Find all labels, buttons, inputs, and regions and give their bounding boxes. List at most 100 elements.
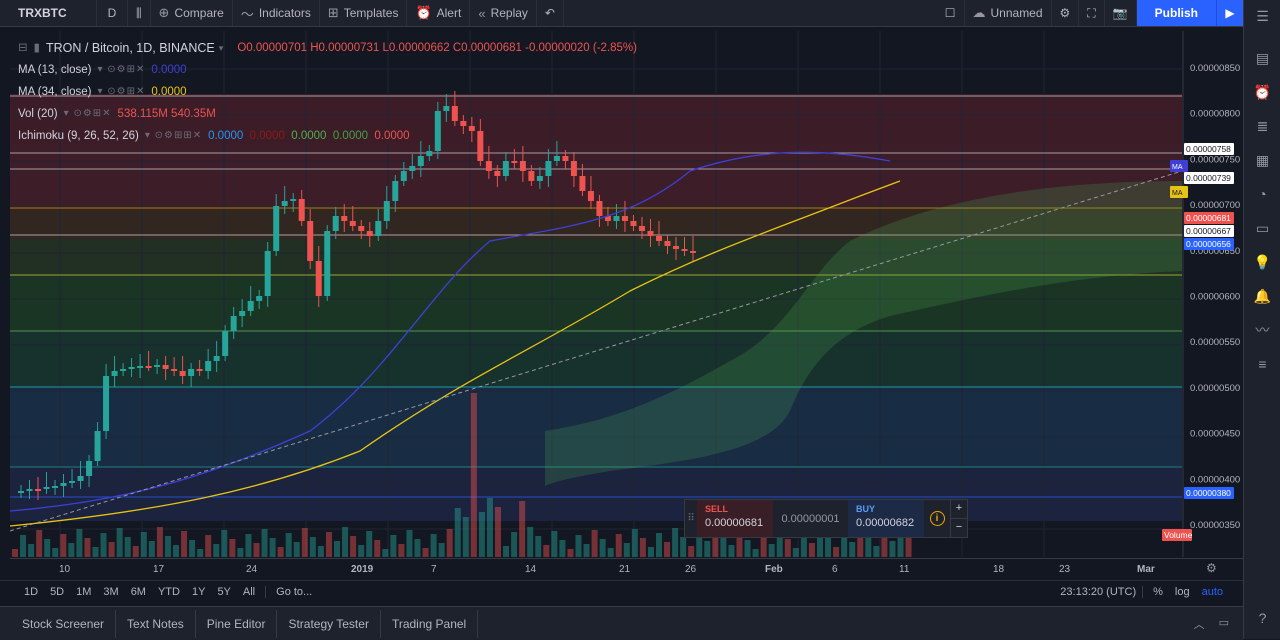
goto-button[interactable]: Go to... <box>265 586 318 598</box>
range-button[interactable]: 1M <box>76 586 92 598</box>
volume-bar <box>92 547 99 557</box>
range-button[interactable]: 3M <box>103 586 119 598</box>
calendar-button[interactable]: ▦ <box>1244 146 1280 174</box>
indicator-controls[interactable]: ▾ ⊙⚙⊞✕ <box>63 108 112 119</box>
settings-button[interactable]: ⚙ <box>1052 0 1080 26</box>
help-button[interactable]: ? <box>1244 604 1280 632</box>
range-button[interactable]: All <box>242 586 256 598</box>
chart-style-button[interactable]: ⫼ <box>128 0 151 26</box>
candle <box>511 161 518 163</box>
candle <box>494 171 501 176</box>
bottom-tab[interactable]: Trading Panel <box>381 609 479 638</box>
bottom-tab[interactable]: Stock Screener <box>11 609 117 638</box>
volume-bar <box>728 545 735 557</box>
sell-button[interactable]: SELL 0.00000681 <box>697 500 773 537</box>
candle <box>137 366 144 368</box>
candle <box>545 161 552 176</box>
fullscreen-button[interactable]: ⛶ <box>1079 0 1105 26</box>
data-window-button[interactable]: ≣ <box>1244 112 1280 140</box>
layout-name[interactable]: ☁ Unnamed <box>965 0 1052 26</box>
notifications-button[interactable]: 🔔 <box>1244 282 1280 310</box>
candle <box>103 376 110 431</box>
chevron-up-icon[interactable]: ︿ <box>1193 618 1205 631</box>
volume-legend-row[interactable]: Vol (20) ▾ ⊙⚙⊞✕ 538.115M 540.35M <box>18 103 637 125</box>
candle <box>562 156 569 161</box>
candle <box>315 261 322 296</box>
candle <box>426 151 433 156</box>
ichimoku-legend-row[interactable]: Ichimoku (9, 26, 52, 26) ▾ ⊙⚙⊞⊞✕ 0.0000 … <box>18 125 637 147</box>
buy-button[interactable]: BUY 0.00000682 <box>848 500 924 537</box>
trend-line <box>10 170 1183 532</box>
candle <box>536 176 543 181</box>
indicator-controls[interactable]: ▾ ⊙⚙⊞⊞✕ <box>144 130 203 141</box>
hotlist-button[interactable]: ◔ <box>1244 180 1280 208</box>
auto-toggle[interactable]: auto <box>1201 586 1223 598</box>
menu-button[interactable]: ☰ <box>1244 2 1280 30</box>
publish-button[interactable]: Publish <box>1136 0 1216 26</box>
volume-bar <box>841 533 848 557</box>
candle <box>417 156 424 166</box>
decrease-qty-button[interactable]: − <box>955 521 963 533</box>
candle <box>443 106 450 111</box>
templates-button[interactable]: ⊞ Templates <box>320 0 408 26</box>
orderbook-button[interactable]: ≡ <box>1244 350 1280 378</box>
range-button[interactable]: 6M <box>130 586 146 598</box>
svg-text:MA: MA <box>1172 190 1183 197</box>
snapshot-button[interactable]: 📷 <box>1105 0 1137 26</box>
range-button[interactable]: 5Y <box>217 586 231 598</box>
drag-handle-icon[interactable]: ⠿ <box>687 513 695 524</box>
watchlist-button[interactable]: ▤ <box>1244 44 1280 72</box>
compare-button[interactable]: ⊕ Compare <box>151 0 233 26</box>
volume-bar <box>438 543 445 557</box>
increase-qty-button[interactable]: + <box>951 500 967 519</box>
bottom-tab[interactable]: Pine Editor <box>196 609 278 638</box>
publish-options-button[interactable]: ▶ <box>1216 0 1243 26</box>
resolution-button[interactable]: D <box>97 0 128 26</box>
bottom-tab[interactable]: Strategy Tester <box>277 609 381 638</box>
collapse-icon[interactable]: ⊟ <box>18 42 28 54</box>
range-button[interactable]: 1Y <box>191 586 206 598</box>
candle <box>655 236 662 241</box>
alerts-panel-button[interactable]: ⏰ <box>1244 78 1280 106</box>
chat-button[interactable]: ▭ <box>1244 214 1280 242</box>
chevron-down-icon[interactable]: ▾ <box>218 43 224 53</box>
price-chart[interactable]: 0.00000850 0.00000800 0.00000750 0.00000700… <box>10 31 1243 557</box>
volume-bar <box>800 534 807 557</box>
alert-button[interactable]: ⏰ Alert <box>407 0 471 26</box>
calendar-icon: ▦ <box>1255 151 1270 168</box>
range-button[interactable]: 1D <box>24 586 39 598</box>
ideas-button[interactable]: 💡 <box>1244 248 1280 276</box>
volume-bar <box>551 531 558 557</box>
log-toggle[interactable]: log <box>1174 586 1190 598</box>
indicators-button[interactable]: 〜 Indicators <box>233 0 320 26</box>
ma34-legend-row[interactable]: MA (34, close) ▾ ⊙⚙⊞✕ 0.0000 <box>18 81 637 103</box>
zone-band <box>10 239 1182 276</box>
candle <box>120 369 127 371</box>
utc-clock[interactable]: 23:13:20 (UTC) <box>1060 586 1137 598</box>
ma13-line <box>10 151 891 512</box>
streams-button[interactable]: 〰 <box>1244 316 1280 344</box>
volume-bar <box>543 545 550 557</box>
range-button[interactable]: YTD <box>157 586 180 598</box>
volume-bar <box>140 532 147 557</box>
time-axis[interactable]: 10 17 24 2019 7 14 21 26 Feb 6 11 18 23 Mar ⚙ <box>10 558 1243 579</box>
price-label: 0.00000380 <box>1184 487 1234 499</box>
info-button[interactable]: i <box>924 500 950 537</box>
volume-bar <box>245 534 252 557</box>
ma13-legend-row[interactable]: MA (13, close) ▾ ⊙⚙⊞✕ 0.0000 <box>18 59 637 81</box>
volume-bar <box>583 544 590 557</box>
symbol-search[interactable]: TRXBTC <box>0 0 97 26</box>
indicator-controls[interactable]: ▾ ⊙⚙⊞✕ <box>97 64 146 75</box>
rewind-icon: « <box>478 5 486 21</box>
replay-button[interactable]: « Replay <box>470 0 537 26</box>
percent-toggle[interactable]: % <box>1142 586 1169 598</box>
range-button[interactable]: 5D <box>50 586 65 598</box>
undo-button[interactable]: ↶ <box>537 0 564 26</box>
volume-bar <box>366 531 373 557</box>
candle <box>400 171 407 181</box>
fullscreen-layout-toggle[interactable]: ☐ <box>937 0 965 26</box>
maximize-icon[interactable]: ▭ <box>1218 616 1229 629</box>
indicator-controls[interactable]: ▾ ⊙⚙⊞✕ <box>97 86 146 97</box>
spread-value: 0.00000001 <box>781 512 840 525</box>
bottom-tab[interactable]: Text Notes <box>116 609 196 638</box>
